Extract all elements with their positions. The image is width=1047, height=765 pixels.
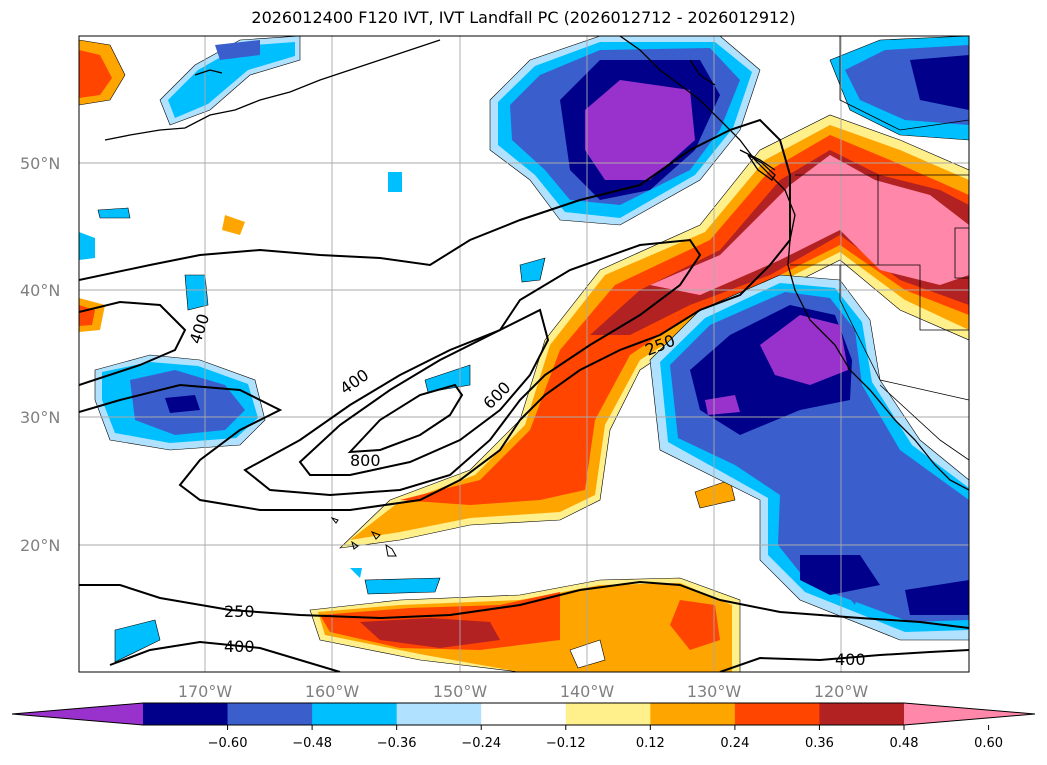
lon-label-170w: 170°W	[178, 682, 233, 701]
ivt-contours	[79, 118, 969, 672]
colorbar-tick-label: 0.60	[974, 736, 1003, 751]
colorbar-tick-label: −0.36	[377, 736, 417, 751]
lat-label-50: 50°N	[20, 154, 60, 173]
colorbar-swatch	[312, 703, 398, 725]
colorbar-tick-label: −0.24	[461, 736, 501, 751]
contour-label-250-south: 250	[224, 602, 255, 621]
colorbar-tick-label: −0.12	[546, 736, 586, 751]
colorbar-tick-label: 0.36	[805, 736, 834, 751]
colorbar-swatch	[396, 703, 482, 725]
colorbar-tick-label: −0.60	[208, 736, 248, 751]
colorbar-swatch	[819, 703, 905, 725]
contour-label-400-south: 400	[224, 637, 255, 656]
colorbar-extend-high	[904, 703, 1035, 725]
lon-label-120w: 120°W	[814, 682, 869, 701]
plot-frame	[78, 35, 970, 673]
lon-label-130w: 130°W	[687, 682, 742, 701]
map-plot-area: 400 400 600 800 250 250 400 400	[79, 36, 969, 672]
colorbar-swatch	[481, 703, 567, 725]
contour-label-400-southeast: 400	[835, 650, 866, 669]
colorbar-outline	[11, 702, 1036, 726]
political-borders	[790, 36, 969, 461]
lat-label-40: 40°N	[20, 281, 60, 300]
colorbar-extend-low	[12, 703, 143, 725]
colorbar-tick-label: 0.12	[636, 736, 665, 751]
positive-ivt-shading	[79, 39, 969, 672]
colorbar-tick-label: 0.48	[890, 736, 919, 751]
lat-label-20: 20°N	[20, 536, 60, 555]
hawaii-islands	[330, 516, 397, 557]
map-title: 2026012400 F120 IVT, IVT Landfall PC (20…	[251, 8, 796, 27]
lon-label-150w: 150°W	[433, 682, 488, 701]
colorbar-tick-label: −0.48	[292, 736, 332, 751]
longitude-labels: 170°W 160°W 150°W 140°W 130°W 120°W	[178, 682, 869, 701]
colorbar-tick-label: 0.24	[720, 736, 749, 751]
colorbar: −0.60 −0.48 −0.36 −0.24 −0.12 0.12 0.24 0.36 0.4…	[11, 702, 1036, 751]
lon-label-160w: 160°W	[305, 682, 360, 701]
colorbar-swatch	[565, 703, 651, 725]
contour-label-800: 800	[350, 451, 381, 470]
colorbar-swatch	[227, 703, 313, 725]
latitude-labels: 50°N 40°N 30°N 20°N	[20, 154, 60, 555]
colorbar-swatch	[143, 703, 229, 725]
colorbar-swatch	[734, 703, 820, 725]
lat-label-30: 30°N	[20, 408, 60, 427]
lon-label-140w: 140°W	[560, 682, 615, 701]
colorbar-swatch	[650, 703, 736, 725]
